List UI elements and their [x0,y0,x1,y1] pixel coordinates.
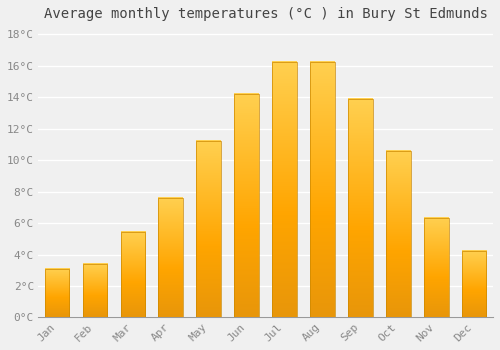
Bar [424,218,448,317]
Title: Average monthly temperatures (°C ) in Bury St Edmunds: Average monthly temperatures (°C ) in Bu… [44,7,488,21]
Bar [348,99,372,317]
Bar [386,150,410,317]
Bar [234,94,259,317]
Bar [462,251,486,317]
Bar [82,264,108,317]
Bar [158,198,183,317]
Bar [310,63,335,317]
Bar [272,63,297,317]
Bar [44,269,70,317]
Bar [196,141,221,317]
Bar [120,232,145,317]
